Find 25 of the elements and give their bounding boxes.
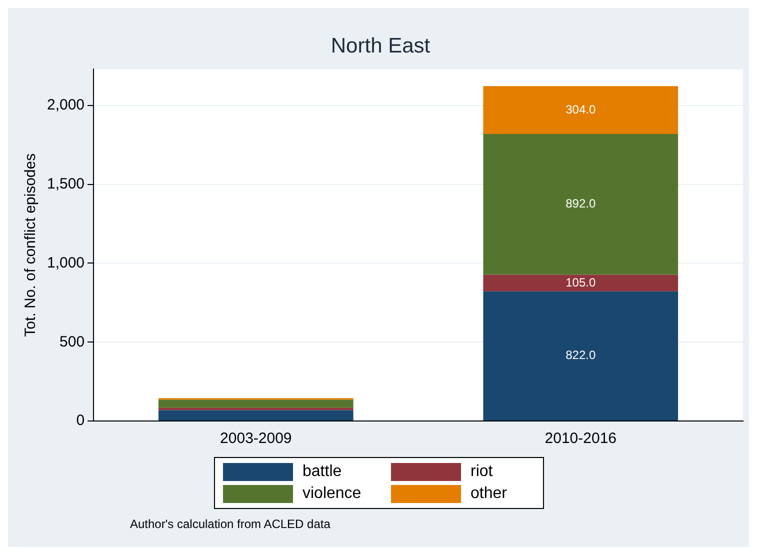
bar [483, 291, 678, 420]
bar [483, 134, 678, 275]
bar [158, 400, 354, 408]
bar [483, 86, 678, 134]
x-tick-label: 2010-2016 [544, 430, 616, 448]
data-label: 105.0 [566, 275, 596, 290]
legend-label: riot [470, 463, 494, 481]
text: Author's calculation from ACLED data [130, 517, 332, 531]
data-label: 892.0 [566, 196, 596, 211]
y-axis-title: Tot. No. of conflict episodes [22, 153, 40, 337]
y-tick-label: 1,500 [46, 176, 85, 193]
legend-label: battle [302, 463, 343, 481]
data-label: 304.0 [566, 102, 596, 116]
chart-title: North East [330, 34, 430, 58]
x-tick-label: 2003-2009 [220, 430, 292, 448]
bar [483, 274, 678, 292]
data-label: 822.0 [566, 348, 596, 362]
y-tick-label: 1,000 [46, 254, 85, 272]
bar [158, 410, 354, 420]
y-tick-label: 2,000 [46, 96, 85, 114]
y-tick-label: 500 [60, 333, 85, 350]
bar [158, 408, 354, 410]
y-tick-label: 0 [76, 412, 85, 430]
legend-label: other [470, 485, 508, 503]
legend-label: violence [302, 485, 362, 503]
